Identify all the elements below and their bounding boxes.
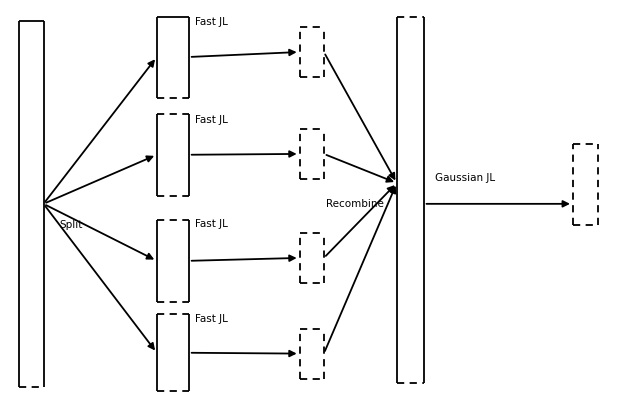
Text: Fast JL: Fast JL	[195, 115, 228, 125]
Text: Split: Split	[59, 220, 83, 230]
Text: Fast JL: Fast JL	[195, 17, 228, 27]
Text: Fast JL: Fast JL	[195, 219, 228, 229]
Text: Recombine: Recombine	[326, 199, 384, 209]
Text: Fast JL: Fast JL	[195, 314, 228, 324]
Text: Gaussian JL: Gaussian JL	[435, 173, 495, 183]
